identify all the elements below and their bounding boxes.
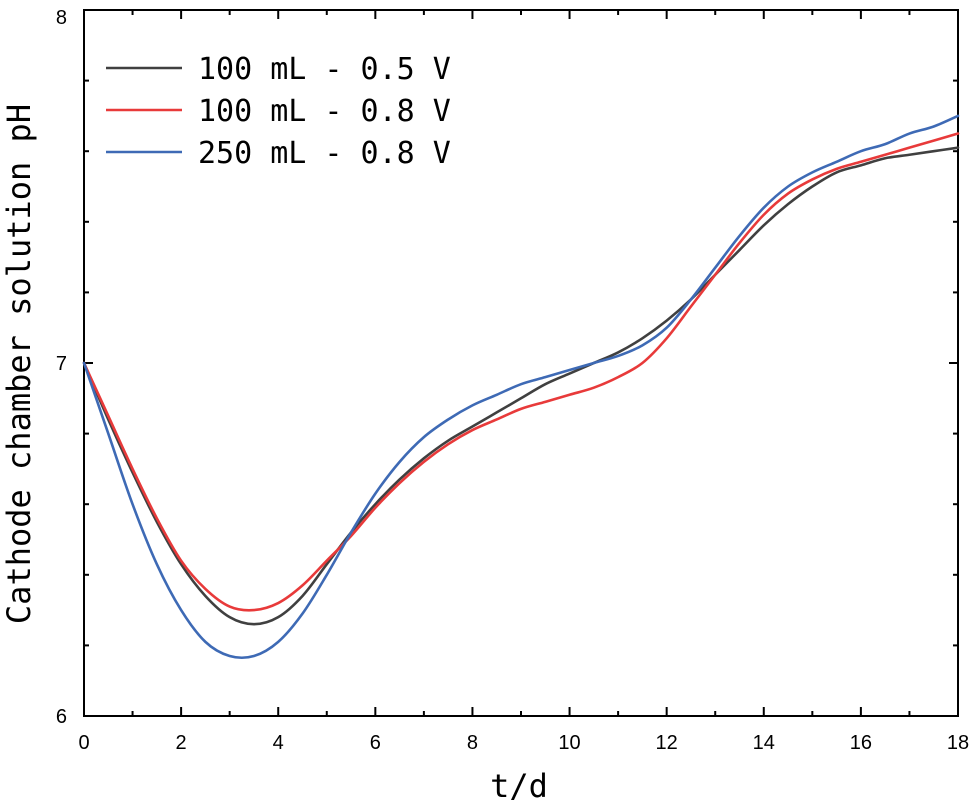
y-tick-label: 8 xyxy=(56,7,67,29)
y-tick-label: 6 xyxy=(56,706,67,728)
legend: 100 mL - 0.5 V 100 mL - 0.8 V 250 mL - 0.8… xyxy=(106,52,451,171)
tick-labels: 0 2 4 6 8 10 12 14 16 18 6 7 8 xyxy=(56,7,969,754)
legend-label: 250 mL - 0.8 V xyxy=(198,136,451,171)
series-layer xyxy=(82,114,960,660)
y-tick-label: 7 xyxy=(56,353,67,375)
x-axis-title: t/d xyxy=(490,767,548,802)
axis-ticks xyxy=(83,9,959,717)
legend-label: 100 mL - 0.8 V xyxy=(198,94,451,129)
series-line-1 xyxy=(82,146,960,626)
x-tick-label: 18 xyxy=(947,732,969,754)
x-tick-label: 0 xyxy=(78,732,89,754)
series-line-2 xyxy=(82,132,960,612)
x-tick-label: 4 xyxy=(273,732,284,754)
y-axis-title: Cathode chamber solution pH xyxy=(0,104,38,624)
legend-label: 100 mL - 0.5 V xyxy=(198,52,451,87)
x-tick-label: 8 xyxy=(467,732,478,754)
x-tick-label: 12 xyxy=(656,732,678,754)
x-tick-label: 6 xyxy=(370,732,381,754)
series-line-3 xyxy=(82,114,960,660)
x-tick-label: 10 xyxy=(558,732,580,754)
x-tick-label: 16 xyxy=(850,732,872,754)
x-tick-label: 14 xyxy=(753,732,775,754)
x-tick-label: 2 xyxy=(176,732,187,754)
